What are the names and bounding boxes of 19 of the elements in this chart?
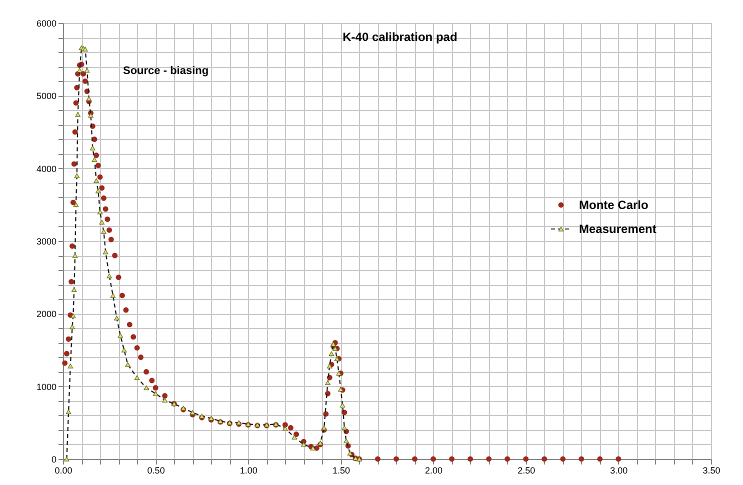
x-tick-label: 3.00 xyxy=(610,466,628,476)
x-tick-label: 3.50 xyxy=(702,466,720,476)
legend-label: Measurement xyxy=(579,222,656,236)
x-tick-label: 1.50 xyxy=(332,466,350,476)
y-tick-label: 4000 xyxy=(36,164,56,174)
y-tick-label: 6000 xyxy=(36,18,56,28)
y-tick-label: 3000 xyxy=(36,236,56,246)
x-tick-label: 0.50 xyxy=(147,466,165,476)
x-tick-label: 2.00 xyxy=(425,466,443,476)
x-tick-label: 2.50 xyxy=(518,466,536,476)
legend-label: Monte Carlo xyxy=(579,198,648,212)
y-tick-label: 1000 xyxy=(36,382,56,392)
y-tick-label: 2000 xyxy=(36,309,56,320)
text: K-40 calibration pad xyxy=(342,30,458,44)
y-tick-label: 0 xyxy=(51,454,56,464)
x-tick-label: 0.00 xyxy=(54,466,72,476)
y-tick-label: 5000 xyxy=(36,91,56,102)
annotation: Source - biasing xyxy=(123,65,209,77)
x-tick-label: 1.00 xyxy=(240,466,258,476)
